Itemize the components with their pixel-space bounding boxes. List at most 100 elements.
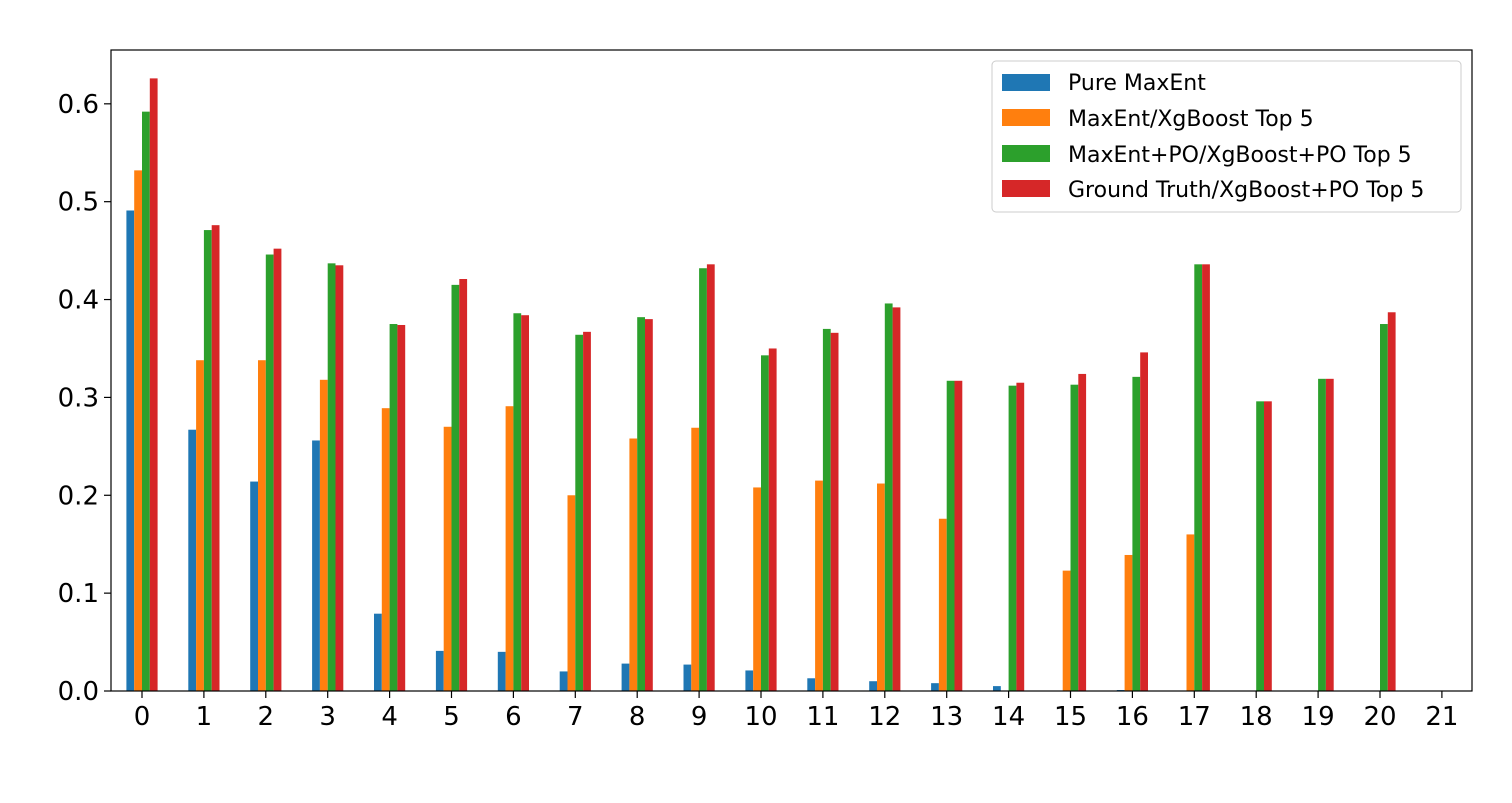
bar-1-cat-6 [497, 651, 506, 691]
bar-1-cat-12 [869, 681, 877, 691]
legend-label-ground-truth: Ground Truth/XgBoost+PO Top 5 [1068, 178, 1424, 203]
y-tick-label: 0.0 [58, 677, 99, 707]
bar-1-cat-9 [683, 664, 692, 691]
bar-4-cat-0 [149, 78, 158, 691]
y-axis: 0.0 0.1 0.2 0.3 0.4 0.5 0.6 [58, 90, 111, 707]
x-tick-label: 19 [1302, 702, 1335, 732]
bar-4-cat-7 [583, 331, 591, 691]
bar-3-cat-13 [946, 380, 955, 691]
bar-3-cat-16 [1132, 376, 1141, 691]
bar-3-cat-2 [265, 254, 274, 691]
bar-3-cat-3 [327, 263, 336, 691]
bar-2-cat-2 [258, 360, 266, 691]
bar-2-cat-17 [1186, 534, 1195, 691]
bar-1-cat-2 [250, 481, 258, 691]
bar-1-cat-3 [312, 440, 320, 691]
x-tick-label: 21 [1425, 702, 1458, 732]
bar-1-cat-10 [745, 670, 754, 691]
x-tick-label: 3 [319, 702, 336, 732]
bar-1-cat-4 [374, 613, 382, 691]
bar-4-cat-12 [892, 307, 901, 691]
bar-3-cat-9 [699, 268, 707, 691]
y-tick-label: 0.5 [58, 188, 99, 218]
bar-4-cat-8 [645, 319, 653, 691]
bar-4-cat-2 [273, 248, 282, 691]
bar-2-cat-16 [1124, 554, 1133, 691]
y-tick-label: 0.3 [58, 383, 99, 413]
legend-swatch-maxent-po [1002, 145, 1050, 162]
bar-3-cat-15 [1070, 384, 1079, 691]
bar-2-cat-6 [505, 406, 514, 691]
bar-3-cat-18 [1256, 401, 1264, 691]
bar-4-cat-14 [1016, 382, 1025, 691]
x-tick-label: 1 [196, 702, 213, 732]
bar-4-cat-15 [1078, 373, 1087, 691]
bar-4-cat-17 [1202, 264, 1210, 691]
bar-4-cat-13 [954, 380, 963, 691]
x-tick-label: 2 [258, 702, 275, 732]
bar-4-cat-5 [459, 279, 468, 691]
legend-swatch-pure-maxent [1002, 74, 1050, 91]
x-tick-label: 6 [505, 702, 522, 732]
x-tick-label: 12 [868, 702, 901, 732]
bar-4-cat-6 [521, 315, 529, 691]
bar-3-cat-20 [1380, 324, 1388, 691]
bar-3-cat-17 [1194, 264, 1203, 691]
bar-1-cat-11 [807, 678, 816, 691]
y-tick-label: 0.2 [58, 481, 99, 511]
legend-swatch-ground-truth [1002, 180, 1050, 197]
x-tick-label: 16 [1116, 702, 1149, 732]
bar-3-cat-4 [389, 324, 398, 691]
x-tick-label: 11 [806, 702, 839, 732]
legend-label-maxent-po: MaxEnt+PO/XgBoost+PO Top 5 [1068, 143, 1412, 168]
bar-3-cat-1 [203, 230, 212, 691]
bar-2-cat-7 [567, 495, 576, 691]
bar-4-cat-16 [1140, 352, 1148, 691]
bar-3-cat-10 [761, 355, 769, 691]
x-tick-label: 4 [381, 702, 398, 732]
bar-1-cat-8 [621, 663, 630, 691]
bar-2-cat-0 [134, 170, 142, 691]
bar-4-cat-3 [335, 265, 344, 691]
y-tick-label: 0.4 [58, 286, 99, 316]
bar-2-cat-9 [691, 427, 700, 691]
bar-4-cat-4 [397, 324, 406, 691]
x-tick-label: 0 [134, 702, 151, 732]
bars-layer [126, 78, 1396, 692]
bar-3-cat-19 [1318, 378, 1326, 691]
x-tick-label: 5 [443, 702, 460, 732]
bar-2-cat-4 [381, 408, 390, 691]
bar-4-cat-10 [768, 348, 777, 691]
bar-1-cat-1 [188, 429, 197, 691]
bar-3-cat-12 [884, 303, 893, 691]
bar-1-cat-7 [559, 671, 568, 691]
y-tick-label: 0.6 [58, 90, 99, 120]
bar-3-cat-11 [822, 328, 831, 691]
legend-label-maxent-xgboost: MaxEnt/XgBoost Top 5 [1068, 107, 1314, 132]
bar-2-cat-10 [753, 487, 761, 691]
bar-1-cat-0 [126, 210, 135, 692]
bar-2-cat-1 [196, 360, 204, 691]
x-tick-label: 7 [567, 702, 584, 732]
bar-3-cat-6 [513, 313, 522, 691]
bar-2-cat-13 [938, 518, 947, 691]
bar-1-cat-13 [931, 683, 939, 691]
bar-3-cat-7 [575, 334, 584, 691]
axes-frame [110, 49, 1473, 692]
legend-label-pure-maxent: Pure MaxEnt [1068, 71, 1206, 96]
bar-4-cat-20 [1387, 312, 1396, 691]
x-tick-label: 9 [691, 702, 708, 732]
legend-box [991, 60, 1462, 213]
bar-4-cat-1 [211, 225, 220, 692]
bar-2-cat-15 [1062, 570, 1071, 691]
bar-3-cat-0 [142, 111, 150, 691]
bar-4-cat-9 [706, 264, 715, 691]
bar-3-cat-8 [637, 317, 645, 691]
legend: Pure MaxEnt MaxEnt/XgBoost Top 5 MaxEnt+… [991, 60, 1462, 213]
x-axis: 0 1 2 3 4 5 6 7 8 9 10 11 12 13 14 15 16 17 18 19 20 21 [134, 691, 1458, 732]
bar-2-cat-8 [629, 438, 638, 691]
bar-1-cat-14 [993, 686, 1001, 691]
x-tick-label: 20 [1363, 702, 1396, 732]
x-tick-label: 13 [930, 702, 963, 732]
